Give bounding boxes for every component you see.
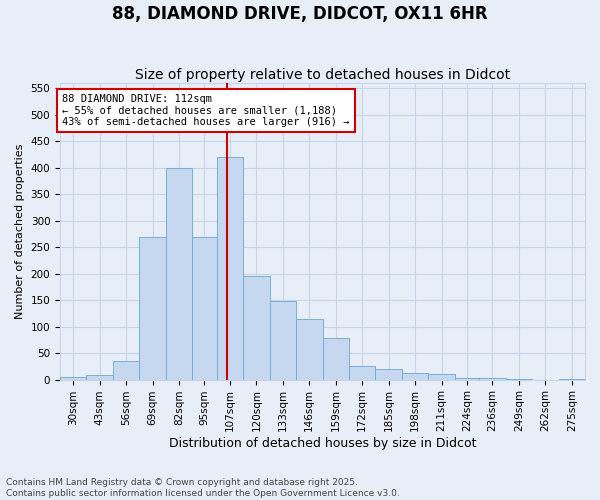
Bar [217, 158, 243, 380]
Bar [506, 379, 532, 380]
Bar [113, 361, 139, 380]
Bar [166, 168, 192, 380]
Title: Size of property relative to detached houses in Didcot: Size of property relative to detached ho… [135, 68, 510, 82]
Bar [455, 378, 479, 380]
Y-axis label: Number of detached properties: Number of detached properties [15, 144, 25, 319]
Text: 88, DIAMOND DRIVE, DIDCOT, OX11 6HR: 88, DIAMOND DRIVE, DIDCOT, OX11 6HR [112, 5, 488, 23]
Bar [60, 377, 86, 380]
Bar [139, 236, 166, 380]
Bar [323, 338, 349, 380]
Bar [479, 378, 506, 380]
Bar [296, 318, 323, 380]
Bar [402, 372, 428, 380]
Text: Contains HM Land Registry data © Crown copyright and database right 2025.
Contai: Contains HM Land Registry data © Crown c… [6, 478, 400, 498]
Bar [559, 378, 585, 380]
Bar [349, 366, 376, 380]
X-axis label: Distribution of detached houses by size in Didcot: Distribution of detached houses by size … [169, 437, 476, 450]
Bar [376, 369, 402, 380]
Bar [428, 374, 455, 380]
Bar [192, 236, 217, 380]
Text: 88 DIAMOND DRIVE: 112sqm
← 55% of detached houses are smaller (1,188)
43% of sem: 88 DIAMOND DRIVE: 112sqm ← 55% of detach… [62, 94, 350, 127]
Bar [86, 376, 113, 380]
Bar [243, 276, 269, 380]
Bar [269, 302, 296, 380]
